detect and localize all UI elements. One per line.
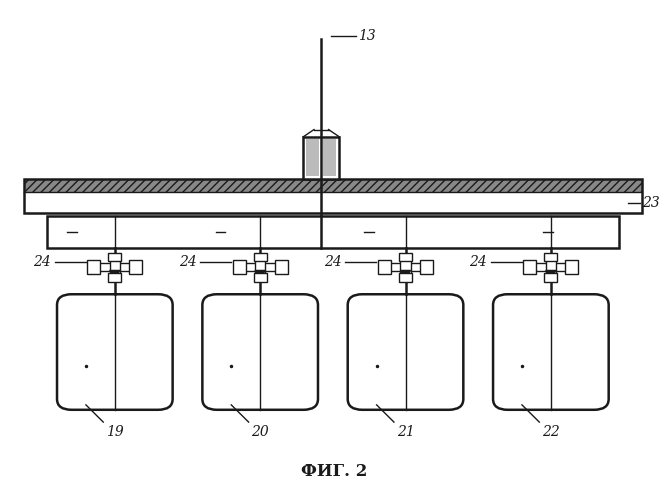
Text: 14: 14 (78, 224, 96, 238)
Text: 14: 14 (375, 224, 393, 238)
Bar (545, 252, 557, 262)
Text: 22: 22 (542, 425, 560, 439)
Polygon shape (255, 270, 266, 278)
Text: 13: 13 (358, 29, 375, 43)
Polygon shape (546, 270, 556, 278)
Bar (306, 140, 319, 176)
Bar (545, 273, 557, 282)
Bar (565, 260, 579, 274)
Text: 24: 24 (33, 255, 52, 269)
Bar (24, 192, 642, 213)
Bar (303, 137, 339, 178)
Text: 20: 20 (252, 425, 269, 439)
Bar (401, 256, 411, 279)
Bar (254, 273, 267, 282)
Bar (523, 260, 537, 274)
Text: 24: 24 (470, 255, 487, 269)
Bar (24, 178, 642, 213)
Bar (420, 260, 433, 274)
Bar (110, 256, 120, 279)
Polygon shape (401, 270, 411, 278)
Bar (94, 264, 135, 271)
Text: 19: 19 (106, 425, 124, 439)
Bar (399, 273, 412, 282)
Text: ФИГ. 2: ФИГ. 2 (301, 463, 368, 480)
Polygon shape (110, 270, 120, 278)
Text: 23: 23 (642, 196, 660, 210)
Bar (275, 260, 288, 274)
Bar (399, 252, 412, 262)
Bar (378, 260, 391, 274)
Bar (531, 264, 571, 271)
Text: 14: 14 (554, 224, 571, 238)
Bar (385, 264, 426, 271)
Bar (254, 252, 267, 262)
Bar (129, 260, 142, 274)
Bar (323, 140, 336, 176)
Text: 24: 24 (179, 255, 197, 269)
Bar (108, 252, 121, 262)
Bar (233, 260, 246, 274)
Text: 21: 21 (397, 425, 414, 439)
Bar (24, 178, 642, 192)
Bar (255, 256, 266, 279)
Bar (108, 273, 121, 282)
Text: 24: 24 (324, 255, 342, 269)
Bar (240, 264, 280, 271)
Bar (47, 216, 619, 248)
FancyBboxPatch shape (348, 294, 464, 410)
FancyBboxPatch shape (57, 294, 173, 410)
FancyBboxPatch shape (493, 294, 609, 410)
Bar (87, 260, 100, 274)
Text: 14: 14 (227, 224, 245, 238)
Bar (546, 256, 556, 279)
FancyBboxPatch shape (202, 294, 318, 410)
